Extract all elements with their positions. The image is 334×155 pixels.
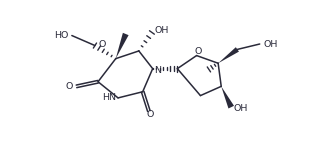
- Text: OH: OH: [264, 40, 278, 49]
- Text: O: O: [147, 110, 154, 119]
- Text: O: O: [65, 82, 72, 91]
- Text: O: O: [194, 47, 202, 56]
- Polygon shape: [221, 86, 234, 108]
- Text: OH: OH: [233, 104, 248, 113]
- Text: O: O: [98, 40, 106, 49]
- Polygon shape: [116, 33, 129, 59]
- Text: HO: HO: [54, 31, 69, 40]
- Text: N: N: [154, 66, 161, 75]
- Text: HN: HN: [102, 93, 116, 102]
- Text: OH: OH: [154, 26, 169, 35]
- Polygon shape: [218, 47, 239, 63]
